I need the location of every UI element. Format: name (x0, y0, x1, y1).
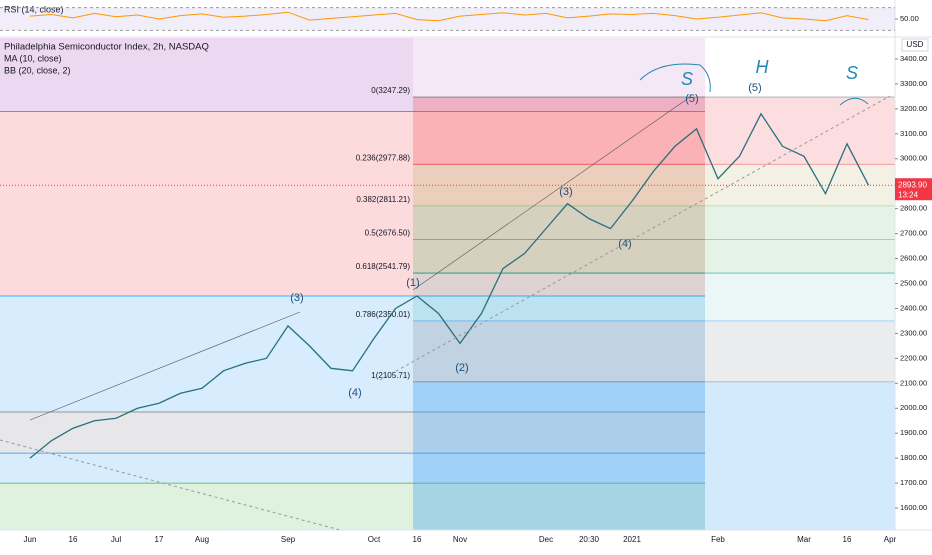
region (413, 38, 705, 98)
hand-drawn-arc (839, 97, 869, 106)
y-tick-label: 2500.00 (900, 278, 927, 287)
wave-label: (5) (748, 82, 761, 94)
fib-band (413, 381, 895, 530)
rsi-line (29, 11, 869, 22)
x-tick-label: 17 (155, 535, 164, 544)
x-tick-label: 20:30 (579, 535, 600, 544)
y-tick-label: 3400.00 (900, 54, 927, 63)
x-tick-label: 2021 (623, 535, 641, 544)
region (0, 295, 705, 412)
x-tick-label: 16 (843, 535, 852, 544)
fib-label: 0.786(2350.01) (356, 310, 411, 319)
y-tick-label: 3000.00 (900, 154, 927, 163)
y-tick-label: 2000.00 (900, 403, 927, 412)
y-tick-label: 3300.00 (900, 79, 927, 88)
x-tick-label: Nov (453, 535, 467, 544)
currency: USD (907, 40, 924, 49)
pattern-label: S (681, 69, 693, 89)
y-tick-label: 2300.00 (900, 328, 927, 337)
backgrounds: 0(3247.29) 0.236(2977.88) 0.382(2811.21) 0.… (0, 38, 895, 530)
indicator-label: MA (10, close) (4, 53, 62, 63)
wave-label: (1) (406, 277, 419, 289)
fib-label: 0.382(2811.21) (356, 195, 410, 204)
x-tick-label: Oct (368, 535, 381, 544)
trend-line (0, 439, 341, 531)
hand-drawn-arc (639, 63, 711, 93)
region (0, 111, 705, 296)
y-tick-label: 2700.00 (900, 229, 927, 238)
fib-band (413, 239, 895, 274)
last-price-tag (895, 178, 932, 201)
fib-band (413, 273, 895, 321)
y-tick-label: 1900.00 (900, 428, 927, 437)
y-tick-label: 3100.00 (900, 129, 927, 138)
wave-label: (5) (685, 93, 698, 105)
fib-band (413, 320, 895, 382)
x-tick-label: Jun (24, 535, 37, 544)
countdown: 13:24 (898, 190, 919, 199)
region (0, 453, 705, 484)
wave-label: (4) (348, 387, 361, 399)
trend-line (379, 95, 891, 381)
pattern-label: S (846, 63, 858, 83)
y-tick-label: 1800.00 (900, 453, 927, 462)
wave-label: (4) (618, 238, 631, 250)
y-tick-label: 2400.00 (900, 303, 927, 312)
x-tick-label: 16 (413, 535, 422, 544)
fib-label: 0.618(2541.79) (356, 262, 411, 271)
y-tick-label: 1600.00 (900, 503, 927, 512)
x-tick-label: Mar (797, 535, 811, 544)
currency-box[interactable] (901, 38, 929, 52)
price-line (29, 112, 870, 459)
rsi-label: RSI (14, close) (4, 4, 64, 14)
x-tick-label: Apr (884, 535, 897, 544)
x-tick-label: Feb (711, 535, 725, 544)
x-tick-label: Dec (539, 535, 553, 544)
wave-label: (3) (290, 292, 303, 304)
wave-label: (3) (559, 186, 572, 198)
indicator-label: BB (20, close, 2) (4, 65, 71, 75)
chart-title: Philadelphia Semiconductor Index, 2h, NA… (4, 42, 209, 53)
x-tick-label: 16 (69, 535, 78, 544)
region (0, 38, 705, 112)
rsi-tick-label: 50.00 (900, 14, 919, 23)
wave-line (29, 311, 301, 421)
y-tick-label: 3200.00 (900, 104, 927, 113)
pattern-label: H (756, 57, 770, 77)
y-tick-label: 2600.00 (900, 254, 927, 263)
region (0, 411, 705, 454)
fib-label: 0.236(2977.88) (356, 153, 411, 162)
fib-label: 1(2105.71) (371, 371, 410, 380)
fib-band (413, 97, 895, 165)
y-tick-label: 2800.00 (900, 204, 927, 213)
y-tick-label: 1700.00 (900, 478, 927, 487)
x-tick-label: Aug (195, 535, 209, 544)
x-tick-label: Jul (111, 535, 121, 544)
x-tick-label: Sep (281, 535, 296, 544)
fib-label: 0(3247.29) (371, 86, 410, 95)
region (0, 483, 705, 530)
last-price: 2893.90 (898, 180, 927, 189)
fib-label: 0.5(2676.50) (365, 229, 411, 238)
wave-label: (2) (455, 362, 468, 374)
y-tick-label: 2100.00 (900, 378, 927, 387)
future-shade (705, 38, 895, 530)
plot: (3) (4) (1) (2) (3) (4) (5) (5) S H S (0, 57, 895, 459)
y-tick-label: 2200.00 (900, 353, 927, 362)
wave-line (412, 96, 691, 291)
